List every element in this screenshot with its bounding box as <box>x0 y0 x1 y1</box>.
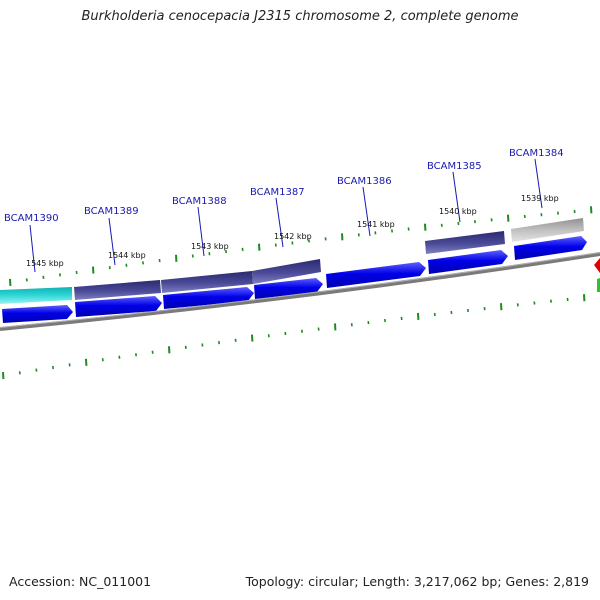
gene-arrow-icon[interactable] <box>163 287 254 309</box>
scale-label: 1543 kbp <box>191 242 229 251</box>
scale-label: 1545 kbp <box>26 259 64 268</box>
scale-label: 1540 kbp <box>439 207 477 216</box>
gene-arrow-icon[interactable] <box>326 262 426 288</box>
scale-label: 1541 kbp <box>357 220 395 229</box>
outer-tick-row <box>9 206 593 287</box>
gene-arrow-icon[interactable] <box>428 250 508 274</box>
strand-marker-icon <box>597 278 600 292</box>
feature-bcam1388 <box>161 271 253 293</box>
gene-label-bcam1384[interactable]: BCAM1384 <box>509 148 564 159</box>
gene-labels: BCAM1390 BCAM1389 BCAM1388 BCAM1387 BCAM… <box>4 148 564 273</box>
gene-label-bcam1390[interactable]: BCAM1390 <box>4 213 59 224</box>
cds-track <box>2 236 587 323</box>
inner-tick-row <box>2 294 586 380</box>
scale-labels: 1545 kbp 1544 kbp 1543 kbp 1542 kbp 1541… <box>26 194 559 268</box>
chromosome-backbone-highlight <box>0 252 600 328</box>
accession-label: Accession: NC_011001 <box>9 574 152 589</box>
chromosome-backbone <box>0 252 600 331</box>
gene-label-bcam1386[interactable]: BCAM1386 <box>337 176 392 187</box>
feature-bcam1384 <box>511 218 584 242</box>
feature-bcam1390 <box>0 287 72 304</box>
feature-bcam1389 <box>74 280 161 300</box>
scale-label: 1544 kbp <box>108 251 146 260</box>
feature-bcam1387 <box>252 259 321 284</box>
feature-track <box>0 218 584 304</box>
gene-arrow-icon[interactable] <box>2 305 73 323</box>
gene-label-bcam1388[interactable]: BCAM1388 <box>172 196 227 207</box>
gene-arrow-icon[interactable] <box>75 296 162 317</box>
gene-label-bcam1389[interactable]: BCAM1389 <box>84 206 139 217</box>
map-title: Burkholderia cenocepacia J2315 chromosom… <box>81 9 519 24</box>
strand-marker-icon <box>594 258 600 273</box>
gene-arrow-icon[interactable] <box>514 236 587 260</box>
feature-bcam1385 <box>425 231 505 254</box>
gene-label-bcam1387[interactable]: BCAM1387 <box>250 187 305 198</box>
scale-label: 1539 kbp <box>521 194 559 203</box>
scale-label: 1542 kbp <box>274 232 312 241</box>
genome-summary: Topology: circular; Length: 3,217,062 bp… <box>245 574 589 589</box>
gene-label-bcam1385[interactable]: BCAM1385 <box>427 161 482 172</box>
gene-arrow-icon[interactable] <box>254 278 323 299</box>
